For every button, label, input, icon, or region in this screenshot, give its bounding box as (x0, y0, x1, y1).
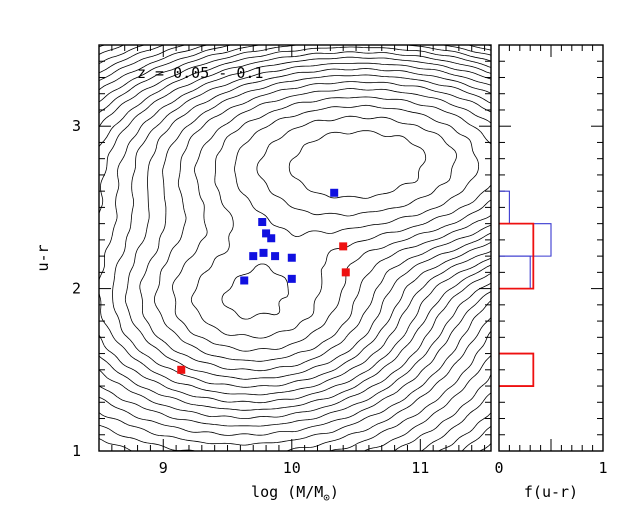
data-point-red (341, 268, 350, 277)
data-point-blue (262, 229, 271, 238)
x-axis-title-main: log (M/M (251, 483, 323, 501)
contour-level-21 (190, 96, 491, 339)
data-point-blue (330, 188, 339, 197)
annotation-text: z = 0.05 - 0.1 (137, 64, 263, 82)
contour-level-18 (139, 74, 491, 372)
contour-level-23 (256, 115, 457, 217)
y-tick-label: 3 (72, 117, 81, 135)
contour-level-15 (99, 56, 491, 396)
contour-level-22 (221, 104, 479, 320)
density-contours (99, 45, 491, 451)
data-point-blue (287, 274, 296, 283)
y-axis-title: u-r (34, 244, 52, 271)
data-point-blue (267, 234, 276, 243)
data-point-blue (249, 252, 258, 261)
contour-level-13 (99, 46, 491, 411)
scatter-points (177, 188, 350, 374)
histogram-bar-red (499, 352, 535, 387)
data-point-blue (271, 252, 280, 261)
x-tick-label: 11 (411, 459, 429, 477)
contour-level-14 (99, 51, 491, 404)
side-x-tick-label: 1 (598, 459, 607, 477)
x-tick-label: 10 (283, 459, 301, 477)
contour-level-10 (99, 45, 491, 436)
contour-level-16 (112, 62, 491, 388)
histogram-bar-red (499, 222, 535, 290)
side-x-tick-label: 0 (494, 459, 503, 477)
contour-level-19 (154, 81, 491, 362)
solar-symbol: ⊙ (323, 491, 330, 504)
contour-level-24 (288, 130, 427, 199)
data-point-blue (259, 248, 268, 257)
contour-level-20 (172, 88, 491, 352)
contour-level-4 (99, 45, 491, 451)
data-point-blue (258, 218, 267, 227)
data-point-red (177, 365, 186, 374)
main-frame (98, 44, 492, 452)
y-tick-label: 2 (72, 280, 81, 298)
contour-level-17 (124, 68, 491, 380)
x-tick-label: 9 (159, 459, 168, 477)
data-point-blue (287, 253, 296, 262)
y-tick-label: 1 (72, 442, 81, 460)
x-axis-title-close: ) (330, 483, 339, 501)
contour-level-5 (99, 45, 491, 451)
contour-level-9 (99, 45, 491, 446)
side-frame (498, 44, 604, 452)
data-point-red (339, 242, 348, 251)
x-axis-title: log (M/M⊙) (251, 483, 339, 504)
side-x-axis-title: f(u-r) (524, 483, 578, 501)
histogram-bars (499, 190, 552, 387)
contour-level-8 (99, 45, 491, 451)
data-point-blue (240, 276, 249, 285)
side-panel: 0 1 f(u-r) (494, 44, 608, 501)
